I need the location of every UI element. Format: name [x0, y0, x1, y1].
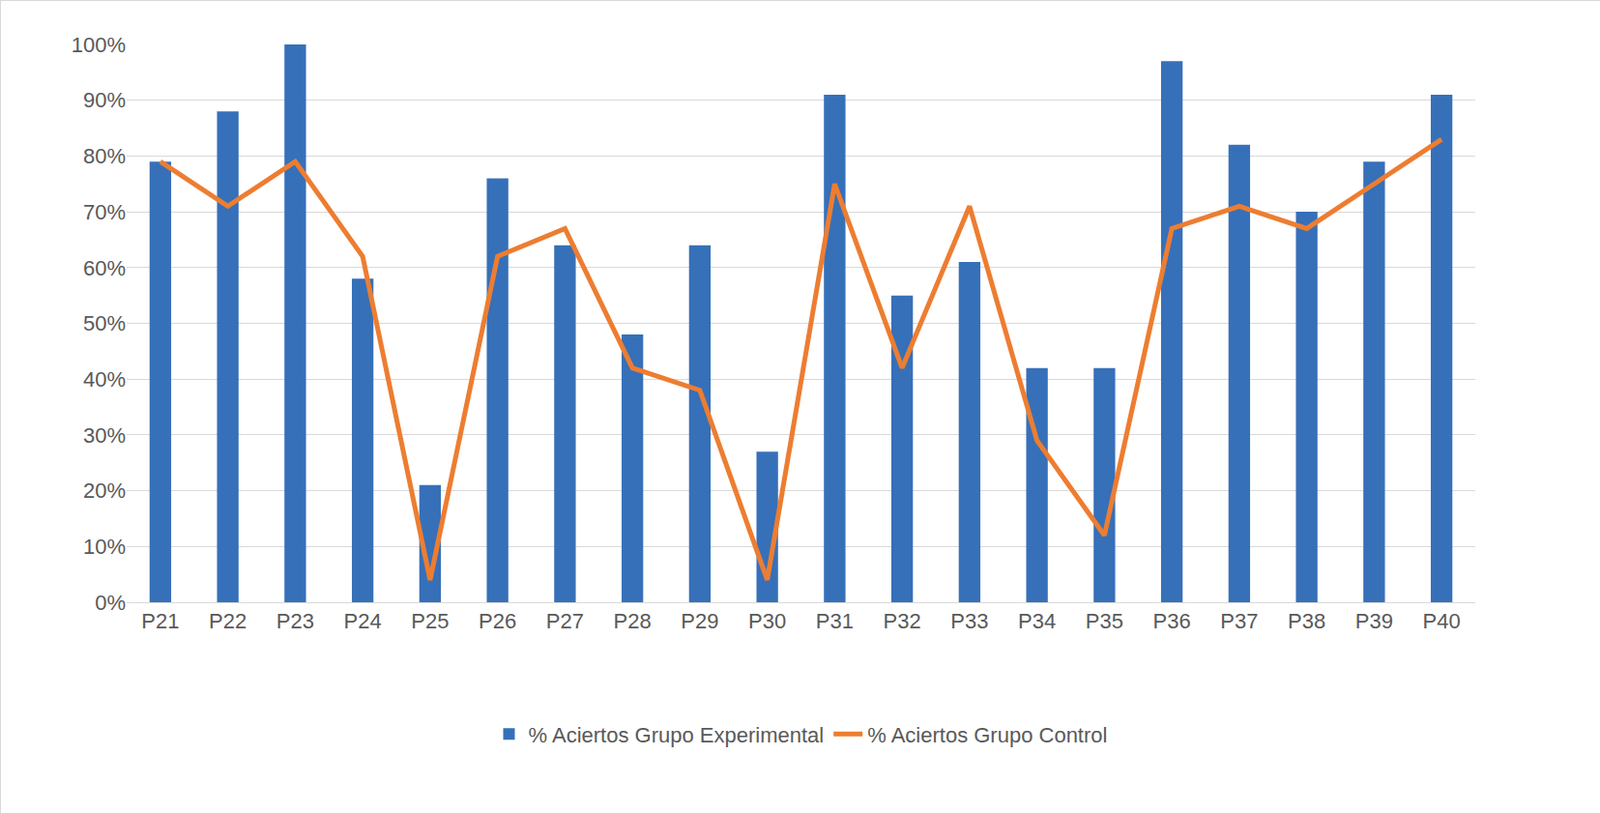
svg-text:P24: P24: [344, 609, 382, 634]
svg-text:P28: P28: [613, 609, 652, 634]
svg-text:P33: P33: [950, 609, 989, 634]
svg-text:90%: 90%: [83, 87, 126, 113]
svg-text:20%: 20%: [83, 478, 126, 503]
svg-text:100%: 100%: [71, 32, 126, 58]
svg-text:P26: P26: [478, 609, 517, 634]
svg-text:50%: 50%: [83, 311, 126, 336]
svg-text:P27: P27: [546, 609, 584, 634]
svg-text:10%: 10%: [83, 534, 126, 559]
svg-text:P23: P23: [276, 609, 315, 634]
svg-text:P30: P30: [748, 609, 786, 634]
svg-text:P38: P38: [1287, 609, 1326, 634]
svg-text:60%: 60%: [83, 256, 126, 281]
svg-text:P22: P22: [208, 609, 247, 634]
svg-text:% Aciertos Grupo Control: % Aciertos Grupo Control: [867, 723, 1107, 748]
svg-text:80%: 80%: [83, 144, 126, 169]
svg-text:P36: P36: [1153, 609, 1192, 634]
svg-text:P29: P29: [680, 609, 719, 634]
svg-text:P31: P31: [815, 609, 854, 634]
svg-text:P40: P40: [1423, 609, 1461, 634]
svg-text:40%: 40%: [83, 367, 126, 392]
svg-text:30%: 30%: [83, 423, 126, 448]
svg-text:% Aciertos Grupo Experimental: % Aciertos Grupo Experimental: [528, 723, 825, 748]
svg-text:P21: P21: [141, 609, 179, 634]
svg-text:P34: P34: [1018, 609, 1056, 634]
svg-text:70%: 70%: [83, 200, 126, 225]
svg-text:P37: P37: [1220, 609, 1258, 634]
svg-text:P25: P25: [410, 609, 449, 634]
svg-text:P32: P32: [883, 609, 922, 634]
svg-text:P39: P39: [1355, 609, 1394, 634]
svg-text:0%: 0%: [94, 590, 126, 615]
svg-text:P35: P35: [1085, 609, 1124, 634]
